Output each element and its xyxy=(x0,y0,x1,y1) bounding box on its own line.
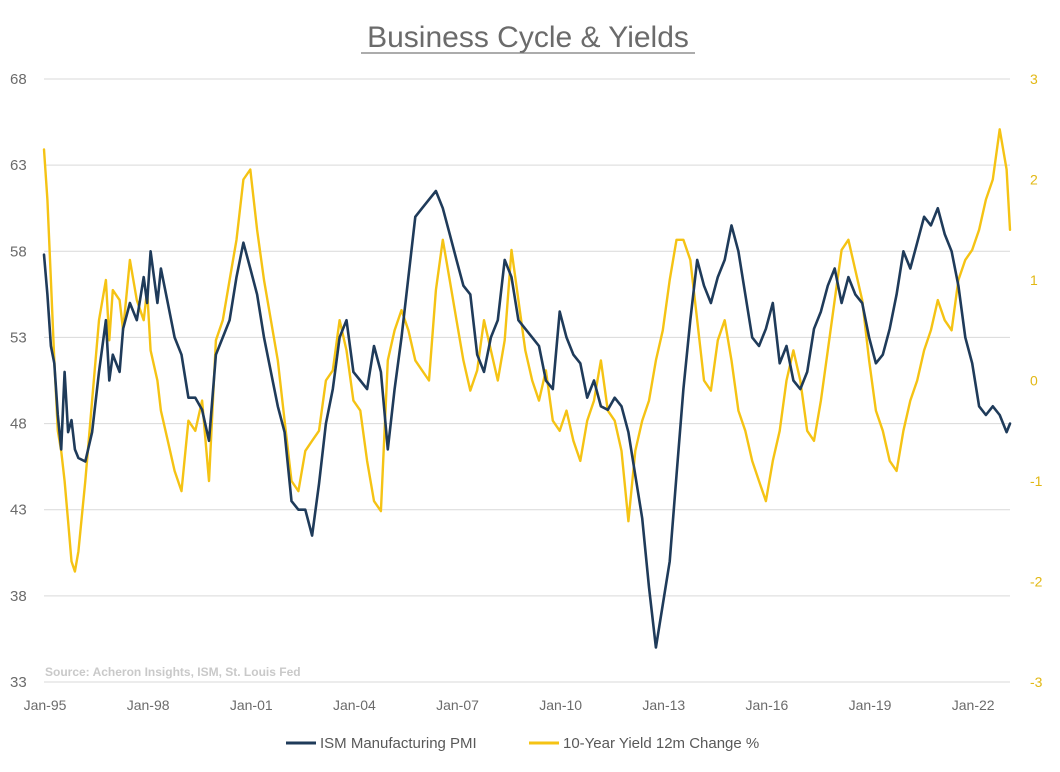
gridlines xyxy=(44,78,1010,683)
series-line-yield xyxy=(42,128,1012,573)
x-tick-label: Jan-04 xyxy=(333,697,376,713)
right-tick-label: -2 xyxy=(1030,574,1043,590)
source-note: Source: Acheron Insights, ISM, St. Louis… xyxy=(45,665,301,679)
right-tick-label: 1 xyxy=(1030,272,1038,288)
left-tick-label: 38 xyxy=(10,588,27,605)
legend-label-yield: 10-Year Yield 12m Change % xyxy=(563,735,759,752)
x-tick-label: Jan-98 xyxy=(127,697,170,713)
series-line-pmi xyxy=(42,189,1012,649)
x-axis: Jan-95 Jan-98 Jan-01 Jan-04 Jan-07 Jan-10 Jan-… xyxy=(24,697,995,713)
series-layer xyxy=(42,128,1012,649)
left-axis: 68 63 58 53 48 43 38 33 xyxy=(10,71,27,691)
x-tick-label: Jan-07 xyxy=(436,697,479,713)
left-tick-label: 68 xyxy=(10,71,27,88)
legend-label-pmi: ISM Manufacturing PMI xyxy=(320,735,477,752)
legend: ISM Manufacturing PMI 10-Year Yield 12m … xyxy=(286,735,759,752)
right-axis: 3 2 1 0 -1 -2 -3 xyxy=(1030,71,1043,690)
left-tick-label: 33 xyxy=(10,674,27,691)
x-tick-label: Jan-95 xyxy=(24,697,67,713)
right-tick-label: 3 xyxy=(1030,71,1038,87)
left-tick-label: 48 xyxy=(10,416,27,433)
x-tick-label: Jan-22 xyxy=(952,697,995,713)
left-tick-label: 58 xyxy=(10,243,27,260)
x-tick-label: Jan-01 xyxy=(230,697,273,713)
left-tick-label: 53 xyxy=(10,329,27,346)
left-tick-label: 43 xyxy=(10,502,27,519)
x-tick-label: Jan-19 xyxy=(849,697,892,713)
x-tick-label: Jan-10 xyxy=(539,697,582,713)
chart-title: Business Cycle & Yields xyxy=(367,21,689,54)
left-tick-label: 63 xyxy=(10,157,27,174)
right-tick-label: -3 xyxy=(1030,674,1043,690)
x-tick-label: Jan-13 xyxy=(642,697,685,713)
x-tick-label: Jan-16 xyxy=(746,697,789,713)
right-tick-label: 2 xyxy=(1030,172,1038,188)
right-tick-label: -1 xyxy=(1030,473,1043,489)
right-tick-label: 0 xyxy=(1030,373,1038,389)
